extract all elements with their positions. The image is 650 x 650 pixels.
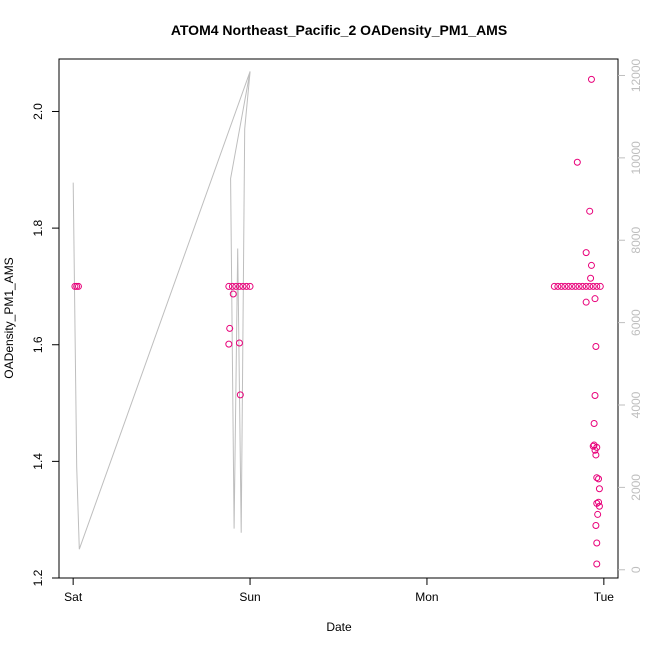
data-point: [575, 282, 583, 290]
x-axis: Sat Sun Mon Tue: [64, 578, 614, 604]
data-point: [225, 282, 233, 290]
x-tick-label: Sun: [239, 590, 260, 604]
right-y-axis: 0 2000 4000 6000 8000 10000 12000: [618, 58, 643, 573]
data-point: [587, 274, 595, 282]
left-y-axis: 1.2 1.4 1.6 1.8 2.0: [31, 103, 59, 586]
x-tick-label: Sat: [64, 590, 83, 604]
data-point: [582, 249, 590, 257]
data-point: [595, 502, 603, 510]
data-point: [557, 282, 565, 290]
right-tick-label: 0: [629, 566, 643, 573]
left-tick-label: 1.8: [31, 219, 45, 236]
data-point: [592, 342, 600, 350]
data-point: [593, 443, 601, 451]
data-point: [593, 560, 601, 568]
right-tick-label: 6000: [629, 309, 643, 336]
left-tick-label: 1.4: [31, 453, 45, 470]
data-point: [228, 282, 236, 290]
data-point: [589, 282, 597, 290]
data-point: [587, 75, 595, 83]
data-point: [561, 282, 569, 290]
data-point: [595, 498, 603, 506]
data-point: [593, 539, 601, 547]
data-point: [590, 419, 598, 427]
data-point: [586, 207, 594, 215]
data-point: [573, 158, 581, 166]
data-point: [239, 282, 247, 290]
plot-frame: [58, 58, 619, 579]
left-tick-label: 1.2: [31, 569, 45, 586]
data-point: [232, 282, 240, 290]
data-point: [593, 282, 601, 290]
data-point: [572, 282, 580, 290]
y-axis-label: OADensity_PM1_AMS: [2, 257, 16, 378]
data-point: [564, 282, 572, 290]
data-point: [587, 261, 595, 269]
x-axis-label: Date: [326, 620, 352, 634]
data-point: [74, 282, 82, 290]
data-point: [592, 451, 600, 459]
right-tick-label: 8000: [629, 227, 643, 254]
x-tick-label: Tue: [594, 590, 615, 604]
data-point: [225, 340, 233, 348]
data-point: [595, 475, 603, 483]
left-tick-label: 1.6: [31, 336, 45, 353]
data-point: [593, 474, 601, 482]
right-tick-label: 12000: [629, 58, 643, 92]
left-tick-label: 2.0: [31, 103, 45, 120]
data-point: [568, 282, 576, 290]
x-tick-label: Mon: [415, 590, 438, 604]
data-point: [235, 282, 243, 290]
data-point: [550, 282, 558, 290]
data-point: [589, 442, 597, 450]
data-point: [582, 282, 590, 290]
data-point: [591, 295, 599, 303]
data-point: [595, 485, 603, 493]
data-point: [229, 290, 237, 298]
data-point: [594, 510, 602, 518]
series-layer: [71, 71, 604, 568]
data-point: [586, 282, 594, 290]
data-point: [579, 282, 587, 290]
data-point: [582, 298, 590, 306]
altitude-line: [72, 71, 251, 550]
data-point: [596, 282, 604, 290]
data-point: [243, 282, 251, 290]
data-point: [554, 282, 562, 290]
chart-title: ATOM4 Northeast_Pacific_2 OADensity_PM1_…: [171, 22, 507, 38]
right-tick-label: 2000: [629, 474, 643, 501]
data-point: [246, 282, 254, 290]
data-point: [226, 324, 234, 332]
data-point: [591, 391, 599, 399]
data-point: [236, 391, 244, 399]
data-point: [235, 339, 243, 347]
right-tick-label: 10000: [629, 141, 643, 175]
data-point: [592, 522, 600, 530]
right-tick-label: 4000: [629, 391, 643, 418]
